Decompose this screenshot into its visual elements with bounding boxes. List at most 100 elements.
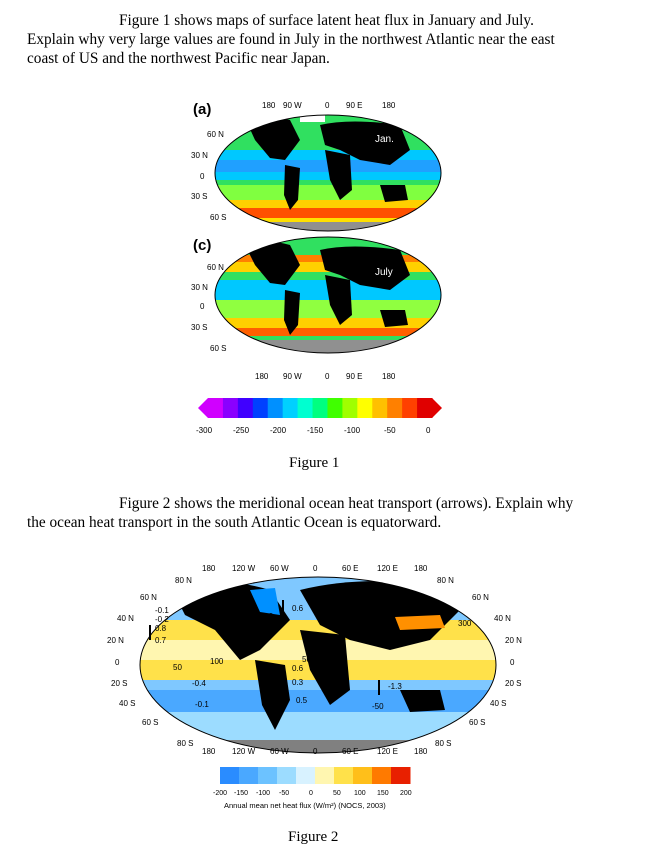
- figure-2-caption: Figure 2: [288, 829, 339, 845]
- fig2-colorbar-segment: [258, 767, 278, 784]
- fig2-colorbar-segment: [372, 767, 392, 784]
- fig2-bottom-lon-0: 180: [202, 747, 216, 756]
- fig2-cb-tick-6: 100: [354, 790, 366, 797]
- fig2-cb-tick-7: 150: [377, 790, 389, 797]
- fig1-a-lat-2: 0: [200, 172, 205, 181]
- fig2-lat-left-6: 40 S: [119, 699, 136, 708]
- colorbar-fig1: [198, 398, 442, 418]
- fig2-top-lon-2: 60 W: [270, 564, 289, 573]
- fig1-colorbar-arrow-left: [198, 398, 208, 418]
- map-july-outline: [214, 236, 442, 354]
- fig2-cb-tick-4: 0: [309, 790, 313, 797]
- fig2-bottom-lon-3: 0: [313, 747, 318, 756]
- map-july: [215, 237, 441, 353]
- transport-value-2: 0.8: [155, 624, 167, 633]
- fig2-lat-left-5: 20 S: [111, 679, 128, 688]
- fig2-top-lon-6: 180: [414, 564, 428, 573]
- fig1-colorbar-segment: [252, 398, 269, 418]
- fig1-cb-tick-3: -150: [307, 426, 324, 435]
- fig2-lat-right-1: 60 N: [472, 593, 489, 602]
- fig2-lat-right-4: 0: [510, 658, 515, 667]
- fig2-top-lon-3: 0: [313, 564, 318, 573]
- map-january: [215, 115, 441, 231]
- fig2-bottom-lon-6: 180: [414, 747, 428, 756]
- fig2-bottom-lon-4: 60 E: [342, 747, 359, 756]
- fig1-c-lat-1: 30 N: [191, 283, 208, 292]
- fig2-lat-right-7: 60 S: [469, 718, 486, 727]
- contour-label-2: -50: [372, 702, 384, 711]
- fig1-cb-tick-2: -200: [270, 426, 287, 435]
- fig2-lat-right-0: 80 N: [437, 576, 454, 585]
- fig1-colorbar-segment: [282, 398, 299, 418]
- fig1-top-lon-2: 0: [325, 101, 330, 110]
- question-1-line-3: coast of US and the northwest Pacific ne…: [27, 50, 330, 67]
- map-a-month-label: Jan.: [375, 134, 394, 145]
- fig1-colorbar-segment: [387, 398, 403, 418]
- fig2-cb-tick-0: -200: [213, 790, 228, 797]
- fig1-colorbar-segment: [208, 398, 224, 418]
- fig2-bottom-lon-5: 120 E: [377, 747, 398, 756]
- fig1-colorbar-segment: [237, 398, 254, 418]
- fig1-colorbar-segment: [357, 398, 373, 418]
- fig2-cb-tick-8: 200: [400, 790, 412, 797]
- question-1-line-1: Figure 1 shows maps of surface latent he…: [119, 12, 534, 29]
- contour-label-1: 50: [173, 663, 182, 672]
- map-c-month-label: July: [375, 267, 393, 278]
- transport-arrows: [149, 600, 380, 695]
- transport-value-8: 0.3: [292, 678, 304, 687]
- fig2-colorbar-segment: [277, 767, 297, 784]
- fig1-top-lon-0: 180: [262, 101, 276, 110]
- fig2-colorbar-segment: [220, 767, 240, 784]
- fig2-lat-left-2: 40 N: [117, 614, 134, 623]
- fig2-colorbar-segment: [391, 767, 411, 784]
- map-heat-flux: [140, 577, 496, 753]
- fig2-colorbar-segment: [334, 767, 354, 784]
- fig2-top-lon-4: 60 E: [342, 564, 359, 573]
- fig1-colorbar-segment: [297, 398, 314, 418]
- question-2-line-2: the ocean heat transport in the south At…: [27, 514, 442, 531]
- transport-value-12: -1.3: [388, 682, 402, 691]
- fig2-top-lon-5: 120 E: [377, 564, 398, 573]
- fig1-bottom-lon-0: 180: [255, 372, 269, 381]
- transport-value-0: -0.1: [155, 606, 169, 615]
- fig1-bottom-lon-3: 90 E: [346, 372, 363, 381]
- fig1-colorbar-segment: [342, 398, 358, 418]
- fig2-bottom-lon-1: 120 W: [232, 747, 256, 756]
- transport-value-7: 0.6: [292, 664, 304, 673]
- transport-value-11: -0.1: [195, 700, 209, 709]
- transport-value-1: -0.2: [155, 615, 169, 624]
- fig1-cb-tick-0: -300: [196, 426, 213, 435]
- fig2-cb-tick-5: 50: [333, 790, 341, 797]
- panel-label-c: (c): [193, 237, 212, 254]
- fig2-colorbar-label: Annual mean net heat flux (W/m²) (NOCS, …: [224, 801, 386, 810]
- fig1-colorbar-segment: [267, 398, 284, 418]
- fig1-colorbar-segment: [222, 398, 239, 418]
- colorbar-fig2: [220, 767, 411, 784]
- map-heat-flux-outline: [139, 576, 497, 754]
- fig2-lat-right-2: 40 N: [494, 614, 511, 623]
- fig1-a-lat-3: 30 S: [191, 192, 208, 201]
- question-2-line-1: Figure 2 shows the meridional ocean heat…: [119, 495, 574, 512]
- fig1-a-lat-4: 60 S: [210, 213, 227, 222]
- fig1-c-lat-4: 60 S: [210, 344, 227, 353]
- fig2-colorbar-segment: [296, 767, 316, 784]
- fig2-lat-left-1: 60 N: [140, 593, 157, 602]
- fig2-lat-left-4: 0: [115, 658, 120, 667]
- fig1-top-lon-4: 180: [382, 101, 396, 110]
- fig1-cb-tick-4: -100: [344, 426, 361, 435]
- fig2-lat-right-8: 80 S: [435, 739, 452, 748]
- fig1-c-lat-0: 60 N: [207, 263, 224, 272]
- fig2-lat-left-0: 80 N: [175, 576, 192, 585]
- fig1-top-lon-1: 90 W: [283, 101, 302, 110]
- fig2-bottom-lon-2: 60 W: [270, 747, 289, 756]
- contour-label-0: 100: [210, 657, 224, 666]
- question-1-line-2: Explain why very large values are found …: [27, 31, 555, 48]
- fig1-c-lat-3: 30 S: [191, 323, 208, 332]
- fig2-top-lon-1: 120 W: [232, 564, 256, 573]
- fig2-colorbar-segment: [353, 767, 373, 784]
- fig1-cb-tick-5: -50: [384, 426, 396, 435]
- transport-value-9: 0.5: [296, 696, 308, 705]
- fig1-top-lon-3: 90 E: [346, 101, 363, 110]
- fig2-lat-right-6: 40 S: [490, 699, 507, 708]
